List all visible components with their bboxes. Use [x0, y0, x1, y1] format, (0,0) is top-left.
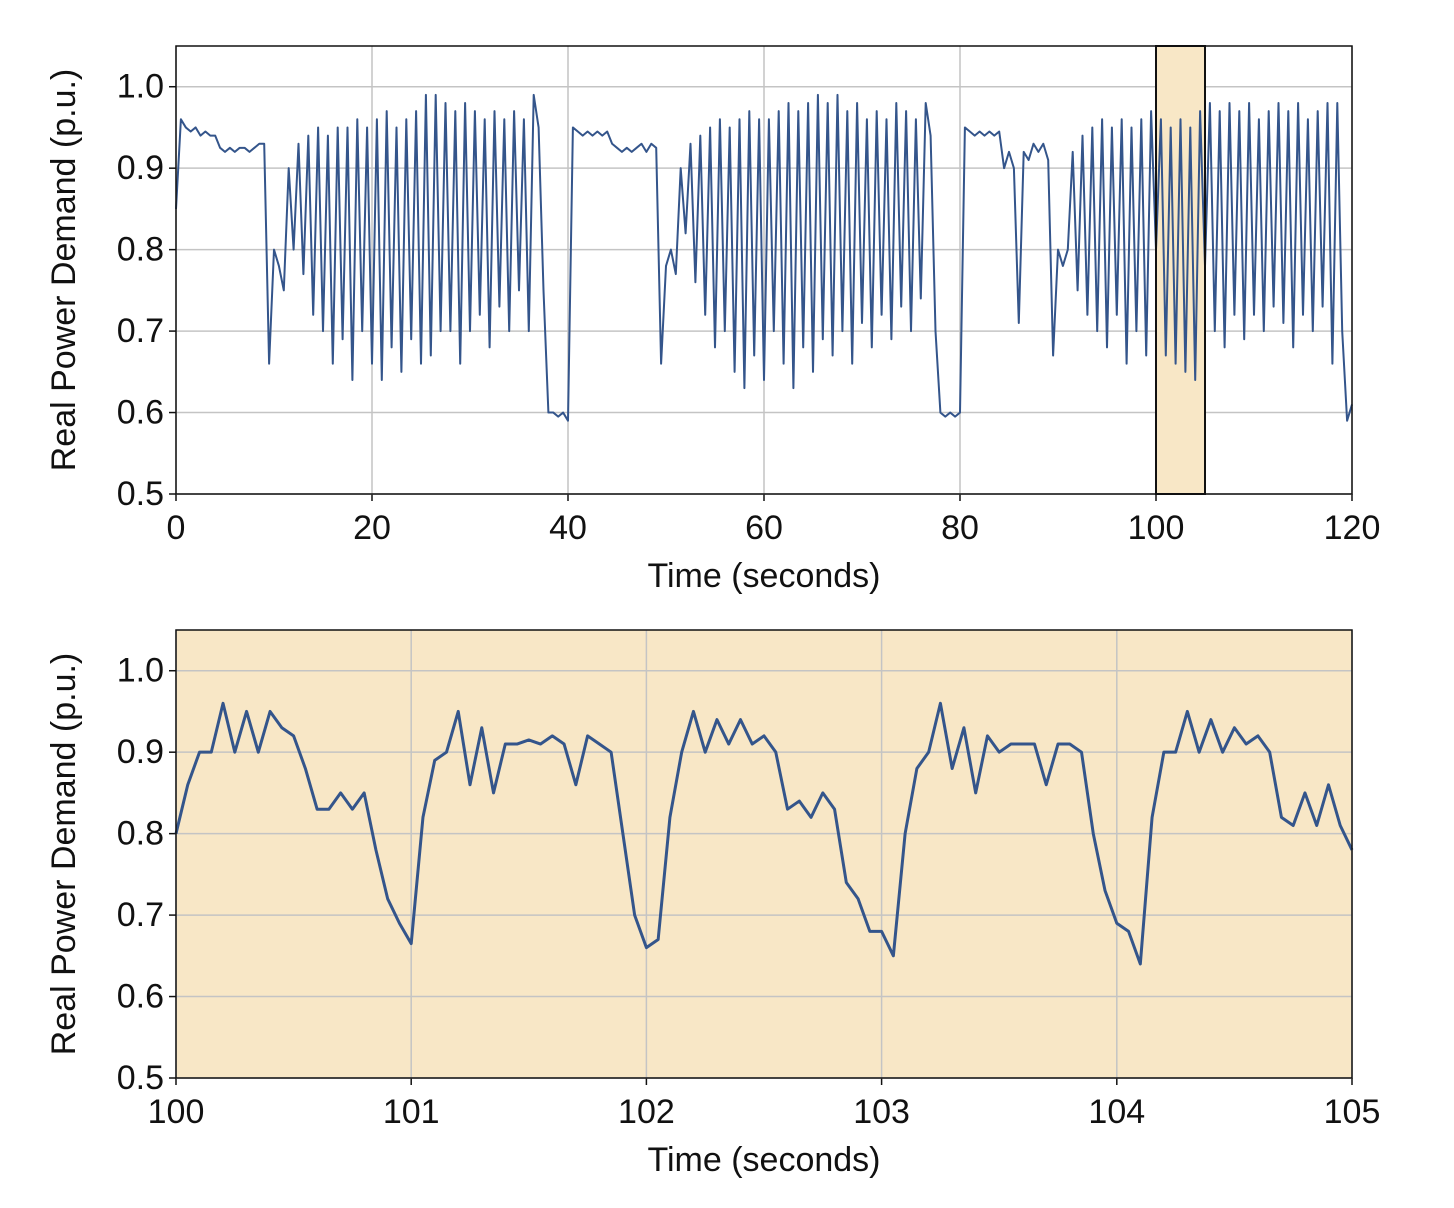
x-tick-label: 100	[148, 1093, 205, 1131]
x-tick-label: 40	[549, 509, 587, 547]
x-tick-label: 103	[853, 1093, 910, 1131]
y-tick-label: 0.9	[117, 149, 164, 187]
x-tick-label: 102	[618, 1093, 675, 1131]
x-tick-label: 100	[1128, 509, 1185, 547]
y-tick-label: 0.9	[117, 733, 164, 771]
x-tick-label: 101	[383, 1093, 440, 1131]
x-tick-label: 105	[1324, 1093, 1381, 1131]
plot-frame	[175, 45, 1353, 495]
y-axis-label: Real Power Demand (p.u.)	[45, 653, 83, 1056]
data-line	[174, 701, 1354, 966]
x-tick-label: 0	[167, 509, 186, 547]
y-tick-label: 0.5	[117, 1059, 164, 1097]
x-tick-label: 120	[1324, 509, 1381, 547]
y-tick-label: 1.0	[117, 652, 164, 690]
y-tick-label: 0.5	[117, 475, 164, 513]
plot-background	[176, 630, 1352, 1078]
y-tick-label: 0.7	[117, 896, 164, 934]
x-axis-label: Time (seconds)	[647, 1141, 880, 1179]
y-tick-label: 0.8	[117, 815, 164, 853]
x-tick-label: 104	[1088, 1093, 1145, 1131]
y-tick-label: 0.7	[117, 312, 164, 350]
y-axis-label: Real Power Demand (p.u.)	[45, 69, 83, 472]
x-tick-label: 20	[353, 509, 391, 547]
y-tick-label: 0.8	[117, 231, 164, 269]
x-axis-label: Time (seconds)	[647, 557, 880, 595]
y-tick-label: 0.6	[117, 394, 164, 432]
plot-frame	[175, 629, 1353, 1079]
y-tick-label: 1.0	[117, 68, 164, 106]
x-tick-label: 60	[745, 509, 783, 547]
y-tick-label: 0.6	[117, 978, 164, 1016]
x-tick-label: 80	[941, 509, 979, 547]
